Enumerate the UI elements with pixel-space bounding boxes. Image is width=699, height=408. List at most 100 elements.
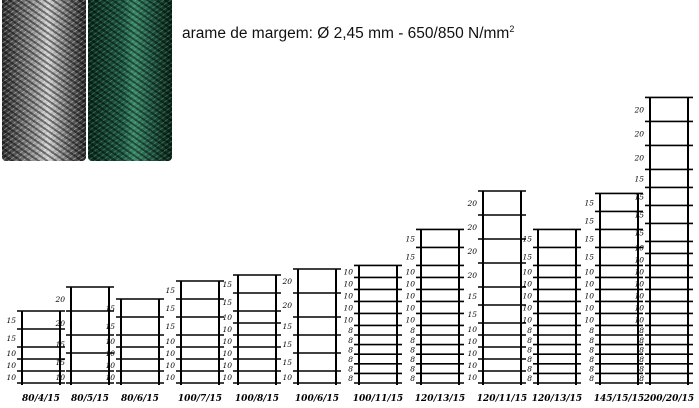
fence-5: 10 10 10 10 10 10 15 15 100/8/15 [222, 274, 281, 404]
spacing-label: 20 [466, 271, 477, 280]
spacing-label: 8 [348, 345, 353, 354]
spacing-label: 10 [222, 349, 232, 358]
spacing-label: 10 [405, 267, 415, 276]
spacing-label: 8 [527, 345, 532, 354]
spacing-label: 15 [165, 322, 175, 331]
spacing-label: 15 [282, 358, 292, 367]
spacing-label: 8 [589, 374, 594, 383]
spacing-label: 15 [222, 280, 232, 289]
spacing-label: 15 [6, 334, 16, 343]
edge-wire-spec-caption: arame de margem: Ø 2,45 mm - 650/850 N/m… [182, 24, 514, 43]
fence-4: 10 10 10 10 15 15 15 100/7/15 [165, 280, 224, 404]
spacing-label: 15 [405, 234, 415, 243]
spacing-label: 8 [589, 365, 594, 374]
spacing-label: 10 [405, 279, 415, 288]
spacing-label: 15 [522, 252, 532, 261]
spacing-label: 8 [527, 336, 532, 345]
spacing-label: 10 [105, 349, 115, 358]
spacing-label: 15 [282, 322, 292, 331]
fence-code-label: 120/13/15 [532, 394, 582, 404]
spacing-label: 10 [222, 325, 232, 334]
spacing-label: 10 [584, 315, 594, 324]
fence-code-label: 200/20/15 [643, 394, 694, 404]
spacing-label: 8 [410, 326, 415, 335]
spacing-label: 10 [634, 243, 644, 252]
spacing-label: 10 [165, 373, 175, 382]
spacing-label: 15 [584, 234, 594, 243]
spacing-label: 15 [222, 298, 232, 307]
spacing-label: 15 [634, 192, 644, 201]
spacing-label: 8 [639, 374, 644, 383]
spacing-label: 8 [348, 374, 353, 383]
spacing-label: 15 [55, 358, 65, 367]
spacing-label: 10 [343, 303, 353, 312]
spacing-label: 10 [405, 315, 415, 324]
fence-code-label: 100/6/15 [295, 394, 339, 404]
spacing-label: 20 [54, 295, 65, 304]
spacing-label: 10 [105, 361, 115, 370]
spacing-label: 10 [634, 255, 644, 264]
spacing-label: 8 [589, 336, 594, 345]
spacing-label: 10 [522, 315, 532, 324]
green-coated-fence-roll-photo [88, 0, 172, 161]
fence-9: 10 10 10 10 10 15 15 20 20 20 20 120/11/15 [466, 190, 527, 404]
fence-code-label: 120/13/15 [415, 394, 465, 404]
spacing-label: 8 [410, 336, 415, 345]
spacing-label: 15 [6, 316, 16, 325]
spacing-label: 10 [584, 267, 594, 276]
spacing-label: 20 [633, 129, 644, 138]
spacing-label: 15 [105, 322, 115, 331]
spacing-label: 8 [410, 355, 415, 364]
spacing-label: 8 [410, 374, 415, 383]
fence-12: 8888881010101010101015151515202020200/20… [633, 96, 694, 404]
fence-code-label: 120/11/15 [477, 394, 527, 404]
spacing-label: 20 [281, 301, 292, 310]
spacing-label: 15 [55, 340, 65, 349]
spacing-label: 15 [165, 286, 175, 295]
fence-code-label: 80/6/15 [121, 394, 159, 404]
spacing-label: 8 [410, 365, 415, 374]
spacing-label: 10 [467, 325, 477, 334]
spacing-label: 8 [527, 365, 532, 374]
spacing-label: 10 [522, 267, 532, 276]
spacing-label: 10 [343, 315, 353, 324]
fence-code-label: 80/4/15 [22, 394, 60, 404]
spacing-label: 20 [466, 199, 477, 208]
spacing-label: 10 [522, 303, 532, 312]
spacing-label: 15 [634, 228, 644, 237]
spacing-label: 15 [282, 340, 292, 349]
spacing-label: 15 [467, 292, 477, 301]
fence-code-label: 80/5/15 [71, 394, 109, 404]
spacing-label: 10 [165, 361, 175, 370]
spacing-label: 20 [633, 153, 644, 162]
spacing-label: 10 [405, 291, 415, 300]
spacing-label: 20 [466, 247, 477, 256]
fence-code-label: 145/15/15 [594, 394, 644, 404]
spacing-label: 8 [589, 326, 594, 335]
spacing-label: 10 [6, 349, 16, 358]
spacing-label: 10 [405, 303, 415, 312]
spacing-label: 8 [348, 336, 353, 345]
spacing-label: 20 [281, 277, 292, 286]
spacing-label: 10 [343, 291, 353, 300]
spacing-label: 10 [343, 279, 353, 288]
spacing-label: 10 [467, 361, 477, 370]
spacing-label: 8 [639, 326, 644, 335]
spacing-label: 10 [222, 373, 232, 382]
spacing-label: 8 [527, 326, 532, 335]
spacing-label: 10 [6, 373, 16, 382]
spacing-label: 8 [527, 355, 532, 364]
spacing-label: 15 [105, 304, 115, 313]
spacing-label: 10 [634, 315, 644, 324]
spacing-label: 10 [165, 337, 175, 346]
edge-wire-spec-superscript: 2 [509, 24, 515, 34]
spacing-label: 10 [222, 313, 232, 322]
spacing-label: 10 [105, 337, 115, 346]
spacing-label: 20 [466, 223, 477, 232]
spacing-label: 10 [467, 349, 477, 358]
spacing-label: 10 [584, 303, 594, 312]
spacing-label: 10 [467, 373, 477, 382]
spacing-label: 10 [222, 337, 232, 346]
